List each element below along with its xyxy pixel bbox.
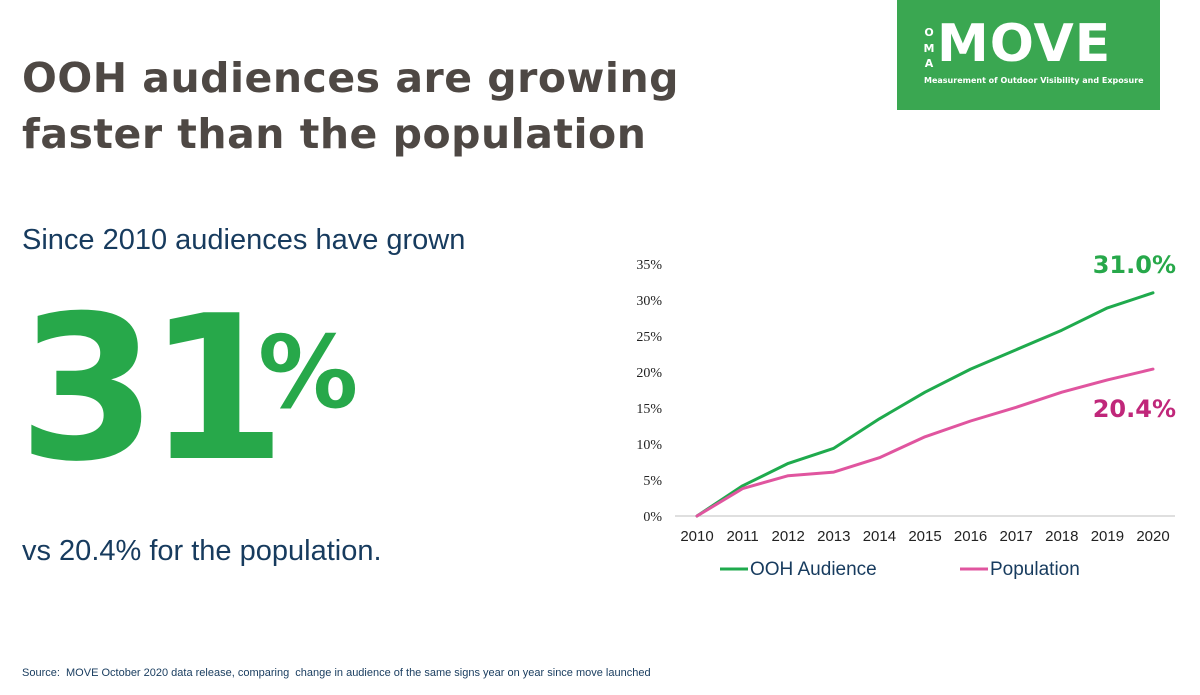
move-logo: O M A MOVE Measurement of Outdoor Visibi…	[897, 0, 1160, 110]
source-note: Source: MOVE October 2020 data release, …	[22, 667, 651, 679]
x-tick-label: 2014	[863, 528, 896, 545]
oma-logo-mark: O M A	[923, 27, 935, 69]
big-stat-percent: %	[258, 314, 359, 431]
x-tick-label: 2020	[1136, 528, 1169, 545]
y-tick-label: 35%	[636, 258, 662, 273]
x-tick-label: 2015	[908, 528, 941, 545]
x-tick-label: 2011	[726, 528, 758, 545]
title-line-1: OOH audiences are growing	[22, 54, 680, 102]
legend-label: OOH Audience	[750, 559, 877, 580]
x-tick-label: 2017	[1000, 528, 1033, 545]
growth-line-chart: 0% 5% 10% 15% 20% 25% 30% 35% 2010 2011 2012 2013 20…	[600, 240, 1190, 600]
x-tick-label: 2012	[772, 528, 805, 545]
legend-label: Population	[990, 559, 1080, 580]
stat-comparison: vs 20.4% for the population.	[22, 535, 382, 567]
y-tick-label: 20%	[636, 366, 662, 381]
big-stat-number: 31	[18, 273, 286, 506]
y-tick-label: 15%	[636, 402, 662, 417]
y-tick-label: 30%	[636, 294, 662, 309]
y-tick-label: 25%	[636, 330, 662, 345]
logo-wordmark: MOVE	[937, 14, 1112, 74]
chart-canvas: 0% 5% 10% 15% 20% 25% 30% 35% 2010 2011 2012 2013 20…	[636, 251, 1176, 580]
title-line-2: faster than the population	[22, 110, 647, 158]
x-tick-label: 2010	[680, 528, 713, 545]
oma-letter: M	[923, 41, 935, 55]
series-end-label: 31.0%	[1093, 251, 1176, 279]
series-line-ooh-audience	[695, 291, 1155, 518]
x-tick-label: 2019	[1091, 528, 1124, 545]
x-tick-label: 2016	[954, 528, 987, 545]
x-tick-label: 2018	[1045, 528, 1078, 545]
oma-letter: A	[924, 57, 934, 70]
oma-letter: O	[924, 26, 934, 39]
series-line-population	[695, 367, 1155, 518]
page-title: OOH audiences are growing faster than th…	[22, 50, 782, 162]
y-tick-label: 10%	[636, 438, 662, 453]
series-end-label: 20.4%	[1093, 395, 1176, 423]
logo-tagline: Measurement of Outdoor Visibility and Ex…	[924, 76, 1144, 85]
x-tick-label: 2013	[817, 528, 850, 545]
y-tick-label: 0%	[643, 510, 662, 525]
y-tick-label: 5%	[643, 474, 662, 489]
stat-intro: Since 2010 audiences have grown	[22, 224, 466, 256]
